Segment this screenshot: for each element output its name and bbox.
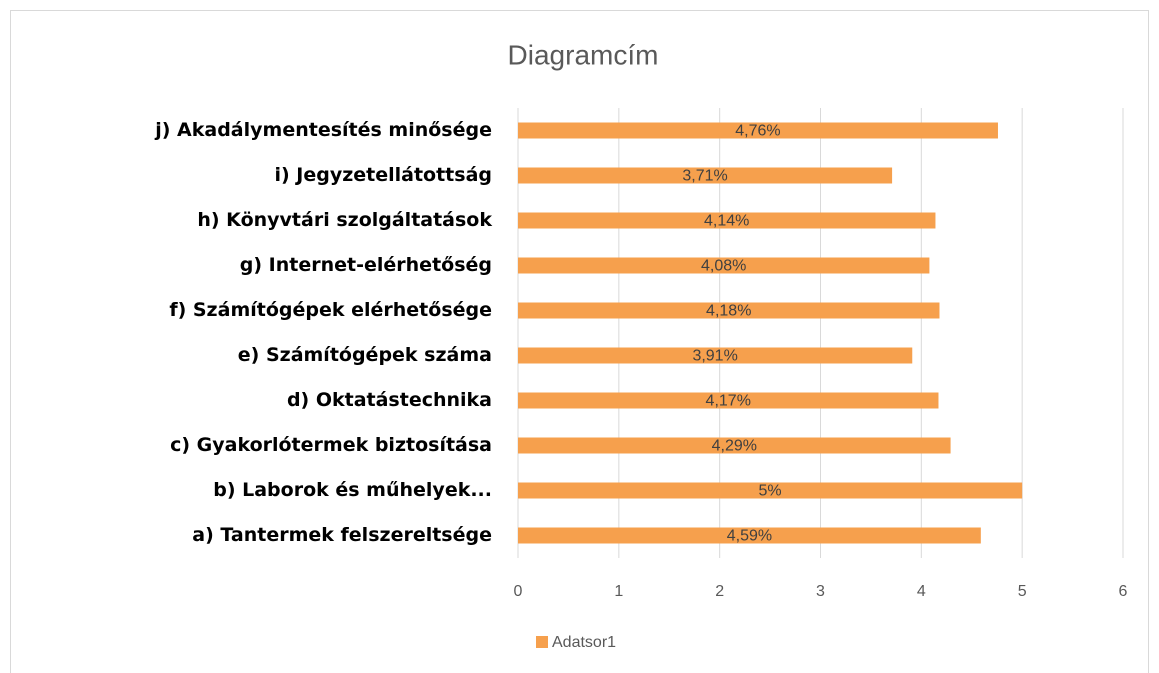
bar bbox=[518, 392, 939, 409]
x-tick-label: 1 bbox=[614, 583, 623, 600]
x-tick-label: 6 bbox=[1119, 583, 1128, 600]
y-tick-label: d) Oktatástechnika bbox=[287, 389, 492, 411]
y-tick-label: a) Tantermek felszereltsége bbox=[192, 524, 492, 546]
bar bbox=[518, 347, 913, 364]
x-tick-label: 4 bbox=[917, 583, 926, 600]
data-label: 4,18% bbox=[706, 303, 751, 320]
y-tick-label: f) Számítógépek elérhetősége bbox=[169, 299, 492, 321]
data-label: 4,29% bbox=[712, 438, 757, 455]
bar bbox=[518, 167, 893, 184]
data-label: 3,91% bbox=[692, 348, 737, 365]
x-tick-label: 0 bbox=[514, 583, 523, 600]
legend-label: Adatsor1 bbox=[552, 634, 616, 651]
bar bbox=[518, 122, 998, 139]
x-tick-label: 3 bbox=[816, 583, 825, 600]
y-tick-label: c) Gyakorlótermek biztosítása bbox=[170, 434, 492, 456]
x-tick-label: 2 bbox=[715, 583, 724, 600]
chart-frame bbox=[10, 10, 1149, 673]
data-label: 4,59% bbox=[727, 528, 772, 545]
data-label: 5% bbox=[759, 483, 782, 500]
chart-title: Diagramcím bbox=[508, 39, 659, 70]
y-tick-label: j) Akadálymentesítés minősége bbox=[154, 119, 492, 141]
bar bbox=[518, 437, 951, 454]
bar bbox=[518, 257, 930, 274]
y-tick-label: e) Számítógépek száma bbox=[238, 344, 492, 366]
bar bbox=[518, 212, 936, 229]
data-label: 3,71% bbox=[682, 168, 727, 185]
x-tick-label: 5 bbox=[1018, 583, 1027, 600]
y-tick-label: i) Jegyzetellátottság bbox=[274, 164, 492, 186]
data-label: 4,14% bbox=[704, 213, 749, 230]
bar bbox=[518, 302, 940, 319]
bar bbox=[518, 527, 981, 544]
legend-swatch bbox=[536, 636, 548, 648]
y-tick-label: b) Laborok és műhelyek... bbox=[213, 479, 492, 501]
data-label: 4,17% bbox=[706, 393, 751, 410]
data-label: 4,76% bbox=[735, 123, 780, 140]
y-tick-label: h) Könyvtári szolgáltatások bbox=[197, 209, 492, 231]
data-label: 4,08% bbox=[701, 258, 746, 275]
y-tick-label: g) Internet-elérhetőség bbox=[240, 254, 492, 276]
bar bbox=[518, 482, 1023, 499]
